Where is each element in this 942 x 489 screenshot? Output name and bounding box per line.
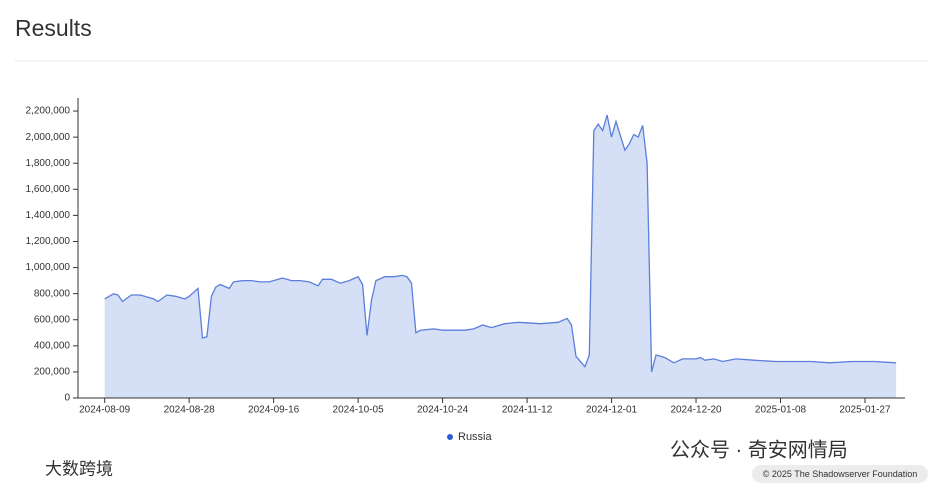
y-tick-label: 2,200,000 [26,106,71,117]
footer: © 2025 The Shadowserver Foundation [763,469,918,479]
y-tick-label: 800,000 [34,288,71,299]
watermark: 大数跨境 [45,459,113,478]
x-tick-label: 2024-08-09 [79,405,131,416]
legend-swatch [447,434,453,440]
x-tick-label: 2024-09-16 [248,405,300,416]
y-tick-label: 1,600,000 [26,184,71,195]
line [104,114,897,373]
y-tick-label: 1,200,000 [26,236,71,247]
x-tick-label: 2024-10-24 [417,405,469,416]
x-tick-label: 2024-11-12 [502,405,553,416]
y-tick-label: 1,400,000 [26,210,71,221]
x-tick-label: 2024-12-01 [586,405,638,416]
watermark: 公众号 · 奇安网情局 [670,438,848,461]
y-tick-label: 600,000 [34,314,71,325]
x-tick-label: 2024-08-28 [164,405,216,416]
y-tick-label: 400,000 [34,340,71,351]
page-title: Results [15,15,92,41]
y-tick-label: 1,000,000 [26,262,71,273]
y-tick-label: 1,800,000 [26,158,71,169]
y-tick-label: 200,000 [34,367,71,378]
footer-box [752,465,928,483]
y-tick-label: 2,000,000 [26,132,71,143]
x-tick-label: 2024-12-20 [670,405,722,416]
x-tick-label: 2024-10-05 [333,405,385,416]
area [104,115,897,398]
y-tick-label: 0 [64,393,70,404]
x-tick-label: 2025-01-27 [839,405,891,416]
x-tick-label: 2025-01-08 [755,405,807,416]
legend-label: Russia [458,431,493,443]
plot: 0 200,000 400,000 600,000 800,000 1,000,000 1,… [26,98,905,443]
